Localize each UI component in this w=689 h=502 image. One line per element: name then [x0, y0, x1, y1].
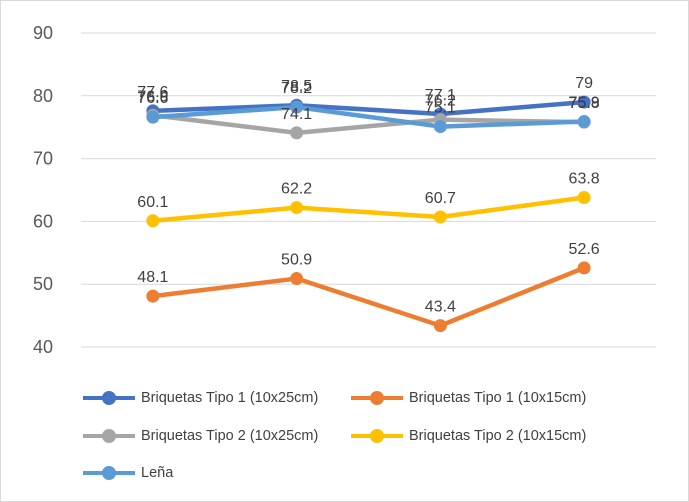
- y-tick-label: 40: [33, 337, 53, 357]
- data-label: 76.6: [137, 90, 168, 107]
- y-tick-label: 70: [33, 149, 53, 169]
- legend-marker: [102, 466, 116, 480]
- data-point: [433, 210, 447, 224]
- data-point: [146, 110, 160, 124]
- line-chart: 40 50 60 70 80 90 77.6 78.5 77.1 79 48.1 50.9 43.4 5…: [33, 23, 656, 357]
- gridlines: [81, 32, 656, 348]
- series-line: [150, 265, 587, 328]
- data-point: [290, 272, 304, 286]
- y-tick-label: 90: [33, 23, 53, 43]
- y-tick-label: 80: [33, 86, 53, 106]
- data-label: 60.7: [425, 190, 456, 207]
- data-point: [146, 289, 160, 303]
- legend-marker: [102, 391, 116, 405]
- legend-item: Briquetas Tipo 2 (10x15cm): [351, 425, 586, 447]
- data-label: 50.9: [281, 252, 312, 269]
- data-point: [290, 100, 304, 114]
- series-line: [150, 113, 587, 136]
- data-label: 75.1: [425, 100, 456, 117]
- data-point: [433, 120, 447, 134]
- y-tick-label: 50: [33, 274, 53, 294]
- data-label: 74.1: [281, 106, 312, 123]
- legend-label: Briquetas Tipo 1 (10x15cm): [409, 390, 587, 406]
- data-label: 62.2: [281, 181, 312, 198]
- data-label: 75.9: [569, 95, 600, 112]
- data-point: [577, 191, 591, 205]
- legend-item: Briquetas Tipo 1 (10x25cm): [83, 387, 318, 409]
- data-label: 76.9: [137, 88, 168, 105]
- data-label: 79: [575, 75, 593, 92]
- data-point: [577, 261, 591, 275]
- series-points: [146, 95, 591, 333]
- data-point: [146, 214, 160, 228]
- legend-item: Briquetas Tipo 2 (10x25cm): [83, 425, 318, 447]
- legend-label: Leña: [141, 465, 174, 481]
- series-line: [150, 104, 587, 129]
- data-point: [577, 95, 591, 109]
- data-label: 43.4: [425, 299, 456, 316]
- data-label: 77.6: [137, 84, 168, 101]
- data-label: 78.2: [281, 80, 312, 97]
- legend-swatch: [351, 387, 403, 409]
- data-label: 76.2: [425, 93, 456, 110]
- data-label: 78.5: [281, 78, 312, 95]
- data-label: 63.8: [569, 171, 600, 188]
- legend-label: Briquetas Tipo 1 (10x25cm): [141, 390, 319, 406]
- legend-label: Briquetas Tipo 2 (10x15cm): [409, 428, 587, 444]
- legend-marker: [102, 429, 116, 443]
- legend-swatch: [351, 425, 403, 447]
- legend-swatch: [83, 425, 135, 447]
- data-point: [290, 201, 304, 215]
- y-tick-label: 60: [33, 211, 53, 231]
- series-line: [150, 99, 587, 117]
- legend-item: Briquetas Tipo 1 (10x15cm): [351, 387, 586, 409]
- legend-marker: [370, 391, 384, 405]
- data-label: 60.1: [137, 194, 168, 211]
- legend-marker: [370, 429, 384, 443]
- data-label: 75.8: [569, 95, 600, 112]
- data-point: [290, 126, 304, 140]
- data-label: 48.1: [137, 269, 168, 286]
- legend-item: Leña: [83, 462, 173, 484]
- data-label: 52.6: [569, 241, 600, 258]
- legend-label: Briquetas Tipo 2 (10x25cm): [141, 428, 319, 444]
- data-label: 77.1: [425, 87, 456, 104]
- series-lines: [150, 99, 587, 328]
- legend-swatch: [83, 462, 135, 484]
- data-labels: 77.6 78.5 77.1 79 48.1 50.9 43.4 52.6 76.9 74.1 76…: [137, 75, 599, 316]
- data-point: [433, 319, 447, 333]
- legend-swatch: [83, 387, 135, 409]
- series-line: [150, 195, 587, 224]
- y-axis-tick-labels: 40 50 60 70 80 90: [33, 23, 53, 357]
- data-point: [577, 115, 591, 129]
